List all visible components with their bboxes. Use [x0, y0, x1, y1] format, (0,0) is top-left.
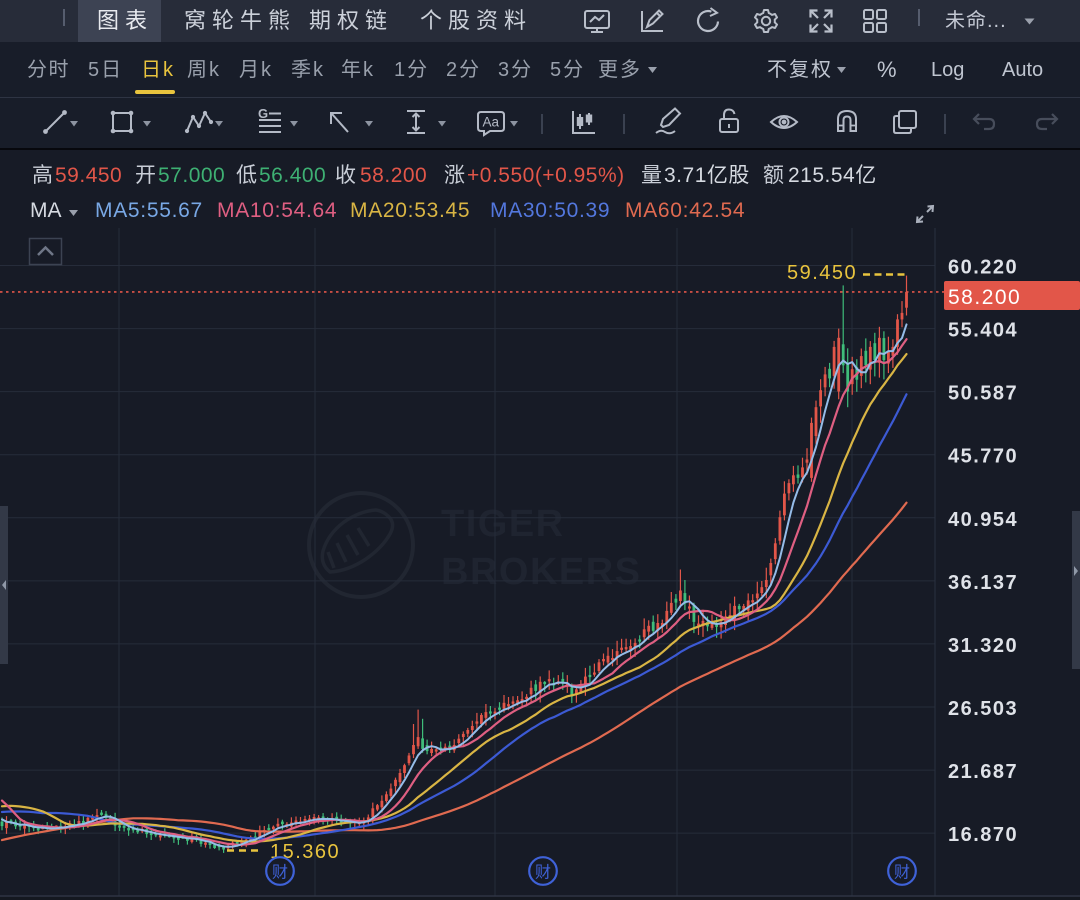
svg-text:60.220: 60.220: [948, 257, 1018, 279]
svg-text:G: G: [258, 106, 268, 121]
svg-text:财: 财: [535, 864, 551, 882]
svg-text:59.450: 59.450: [787, 262, 857, 284]
svg-text:21.687: 21.687: [948, 761, 1018, 783]
svg-text:BROKERS: BROKERS: [441, 551, 642, 593]
svg-text:31.320: 31.320: [948, 635, 1018, 657]
svg-text:财: 财: [272, 864, 288, 882]
svg-text:15.360: 15.360: [270, 841, 340, 863]
svg-text:55.404: 55.404: [948, 320, 1018, 342]
svg-text:TIGER: TIGER: [441, 503, 565, 545]
svg-text:16.870: 16.870: [948, 824, 1018, 846]
svg-text:Aa: Aa: [483, 115, 500, 130]
svg-text:45.770: 45.770: [948, 446, 1018, 468]
svg-text:26.503: 26.503: [948, 698, 1018, 720]
svg-text:50.587: 50.587: [948, 383, 1018, 405]
svg-text:58.200: 58.200: [948, 286, 1021, 309]
svg-text:36.137: 36.137: [948, 572, 1018, 594]
svg-text:财: 财: [894, 864, 910, 882]
svg-text:40.954: 40.954: [948, 509, 1018, 531]
